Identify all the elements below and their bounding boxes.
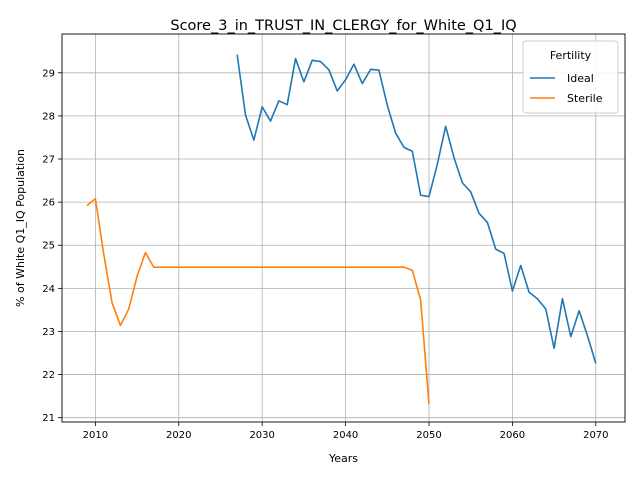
grid xyxy=(62,34,625,422)
x-tick-label: 2030 xyxy=(249,430,274,441)
legend-title: Fertility xyxy=(550,49,592,62)
y-tick-label: 23 xyxy=(42,327,55,338)
legend-label-ideal: Ideal xyxy=(567,72,594,85)
x-tick-label: 2010 xyxy=(83,430,108,441)
y-tick-label: 28 xyxy=(42,111,55,122)
series-line-sterile xyxy=(86,197,430,405)
legend-box xyxy=(522,40,619,114)
y-tick-label: 21 xyxy=(42,413,55,424)
x-tick-label: 2040 xyxy=(333,430,358,441)
x-axis-title: Years xyxy=(328,452,358,465)
x-tick-label: 2070 xyxy=(583,430,608,441)
x-tick-label: 2050 xyxy=(416,430,441,441)
y-tick-label: 25 xyxy=(42,241,55,252)
y-tick-label: 24 xyxy=(42,284,55,295)
chart-title: Score_3_in_TRUST_IN_CLERGY_for_White_Q1_… xyxy=(170,18,516,34)
series-lines xyxy=(86,54,597,405)
x-tick-label: 2060 xyxy=(500,430,525,441)
y-tick-label: 26 xyxy=(42,198,55,209)
x-tick-label: 2020 xyxy=(166,430,191,441)
plot-frame xyxy=(61,33,626,423)
legend: Fertility Ideal Sterile xyxy=(522,40,619,114)
y-tick-label: 22 xyxy=(42,370,55,381)
axis-ticks: 2010 2020 2030 2040 2050 2060 2070 21 22 23 24 25 26… xyxy=(42,68,608,441)
series-line-ideal xyxy=(236,54,597,364)
legend-label-sterile: Sterile xyxy=(567,92,603,105)
y-tick-label: 29 xyxy=(42,68,55,79)
y-tick-label: 27 xyxy=(42,155,55,166)
y-axis-title: % of White Q1_IQ Population xyxy=(14,149,27,307)
